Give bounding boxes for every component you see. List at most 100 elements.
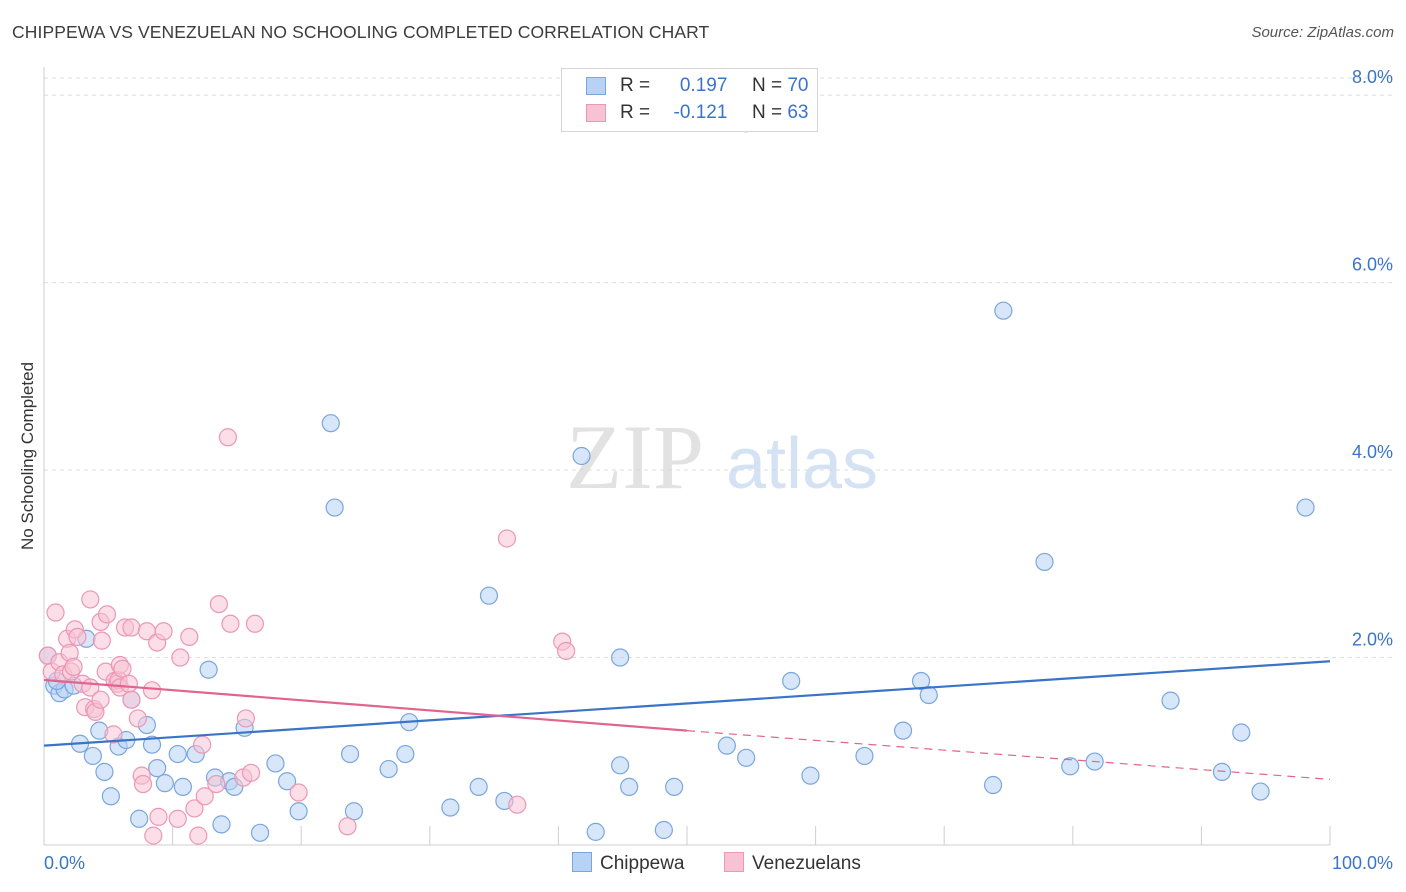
trend-line-venezuelans-extrapolated — [686, 730, 1331, 780]
point-venezuelans — [180, 627, 199, 647]
point-chippewa — [340, 744, 360, 764]
legend-swatch-venezuelans — [586, 104, 606, 122]
point-venezuelans — [113, 659, 132, 678]
point-chippewa — [1035, 552, 1054, 572]
y-tick-label: 4.0% — [1352, 442, 1393, 462]
point-chippewa — [155, 774, 174, 793]
point-venezuelans — [104, 725, 123, 744]
point-chippewa — [289, 802, 308, 821]
point-venezuelans — [64, 657, 83, 677]
point-venezuelans — [289, 783, 308, 802]
point-chippewa — [572, 446, 591, 466]
point-chippewa — [893, 721, 913, 740]
legend-n-value: 70 — [787, 75, 809, 96]
legend-r-value: 0.197 — [679, 75, 728, 96]
point-venezuelans — [209, 595, 228, 614]
point-chippewa — [325, 498, 344, 517]
point-chippewa — [379, 759, 398, 779]
chart-source: Source: ZipAtlas.com — [1251, 24, 1394, 41]
point-chippewa — [212, 815, 231, 834]
point-chippewa — [479, 586, 499, 605]
chart-title: CHIPPEWA VS VENEZUELAN NO SCHOOLING COMP… — [12, 22, 710, 42]
y-tick-label: 6.0% — [1352, 255, 1393, 275]
point-chippewa — [737, 748, 756, 767]
x-tick-label: 0.0% — [44, 853, 85, 873]
axes — [43, 67, 1331, 846]
point-venezuelans — [92, 631, 111, 650]
point-chippewa — [1212, 762, 1232, 781]
point-venezuelans — [149, 807, 168, 826]
point-venezuelans — [195, 787, 214, 806]
trend-lines — [43, 660, 1331, 780]
y-tick-label: 8.0% — [1352, 67, 1393, 87]
point-venezuelans — [338, 817, 357, 836]
point-venezuelans — [221, 614, 240, 633]
point-chippewa — [83, 746, 102, 766]
point-venezuelans — [189, 826, 208, 845]
point-venezuelans — [207, 774, 226, 794]
point-chippewa — [611, 756, 630, 775]
grid-lines — [44, 77, 1392, 659]
point-chippewa — [665, 777, 684, 796]
point-chippewa — [801, 766, 820, 785]
point-chippewa — [148, 759, 167, 778]
trend-line-venezuelans — [43, 678, 688, 732]
legend-swatch-chippewa — [586, 77, 606, 95]
point-venezuelans — [97, 605, 117, 624]
series-swatch-chippewa — [572, 852, 592, 872]
stats-legend: R = 0.197 N = 70 R = -0.121 N = 63 — [561, 68, 818, 132]
series-swatch-venezuelans — [724, 852, 744, 872]
point-chippewa — [654, 820, 673, 840]
point-venezuelans — [245, 614, 265, 633]
point-venezuelans — [122, 618, 141, 637]
point-chippewa — [250, 823, 270, 842]
point-chippewa — [620, 777, 639, 796]
point-chippewa — [586, 822, 605, 841]
legend-n-label: N = — [751, 75, 783, 96]
point-venezuelans — [122, 690, 141, 709]
point-venezuelans — [119, 674, 138, 693]
series-name-venezuelans: Venezuelans — [752, 853, 861, 874]
point-venezuelans — [236, 709, 256, 728]
point-venezuelans — [68, 627, 87, 647]
y-axis-title: No Schooling Completed — [18, 362, 37, 550]
point-chippewa — [344, 802, 364, 821]
point-chippewa — [855, 746, 874, 766]
point-venezuelans — [557, 641, 576, 661]
legend-n-value: 63 — [787, 102, 809, 123]
legend-r-value: -0.121 — [673, 102, 728, 123]
series-legend-chippewa: Chippewa — [572, 852, 685, 875]
point-venezuelans — [241, 763, 261, 782]
point-venezuelans — [154, 622, 173, 641]
point-chippewa — [611, 648, 630, 667]
point-venezuelans — [168, 809, 187, 828]
series-legend-venezuelans: Venezuelans — [724, 852, 861, 875]
point-venezuelans — [218, 428, 237, 447]
point-chippewa — [1161, 691, 1180, 710]
point-chippewa — [1251, 782, 1270, 801]
point-venezuelans — [185, 799, 204, 818]
point-chippewa — [142, 735, 162, 754]
y-tick-label: 2.0% — [1352, 630, 1393, 650]
point-chippewa — [911, 671, 931, 691]
point-chippewa — [994, 301, 1013, 320]
point-chippewa — [321, 414, 340, 433]
legend-n-label: N = — [751, 102, 783, 123]
point-chippewa — [130, 809, 149, 828]
legend-r-label: R = — [620, 75, 651, 96]
point-venezuelans — [497, 529, 517, 548]
point-chippewa — [1061, 757, 1080, 776]
legend-r-label: R = — [620, 102, 651, 123]
point-chippewa — [396, 744, 415, 764]
point-venezuelans — [133, 774, 153, 794]
x-tick-label: 100.0% — [1332, 853, 1393, 873]
point-chippewa — [1296, 498, 1315, 517]
point-chippewa — [101, 787, 120, 806]
point-chippewa — [717, 736, 736, 755]
point-venezuelans — [171, 648, 190, 667]
point-chippewa — [1232, 723, 1251, 742]
point-chippewa — [782, 671, 801, 691]
point-chippewa — [469, 777, 488, 796]
point-venezuelans — [508, 795, 527, 814]
